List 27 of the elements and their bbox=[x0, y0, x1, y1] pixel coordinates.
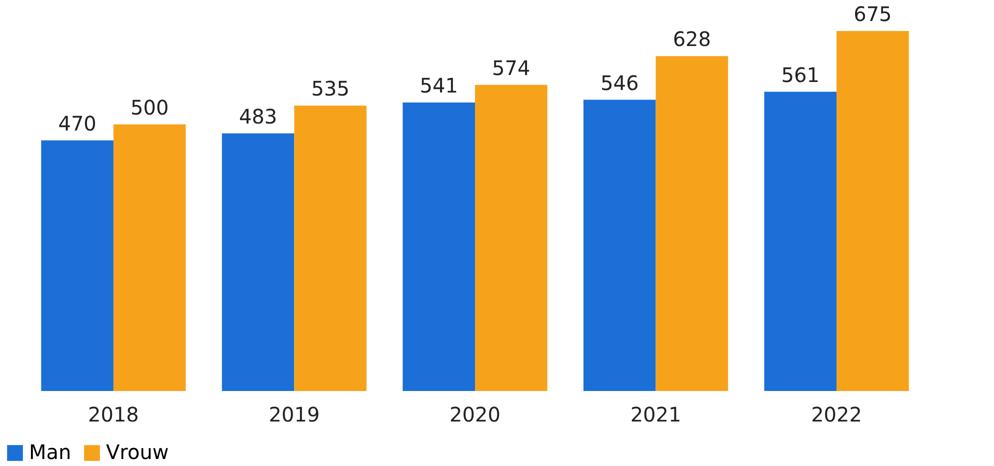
x-tick-label: 2018 bbox=[88, 402, 139, 426]
data-label: 541 bbox=[420, 73, 458, 98]
bar bbox=[656, 56, 728, 391]
data-label: 561 bbox=[781, 62, 820, 87]
bar bbox=[583, 100, 656, 391]
data-label: 500 bbox=[130, 95, 169, 120]
data-label: 574 bbox=[492, 56, 530, 80]
bar bbox=[836, 31, 909, 391]
data-label: 470 bbox=[58, 111, 96, 136]
bar bbox=[475, 84, 548, 391]
bar bbox=[222, 133, 294, 391]
bar bbox=[402, 102, 475, 391]
bar bbox=[764, 92, 837, 391]
x-tick-label: 2019 bbox=[268, 402, 320, 426]
data-label: 535 bbox=[311, 76, 350, 101]
x-tick-label: 2020 bbox=[450, 402, 500, 426]
legend-label: Man bbox=[29, 440, 72, 464]
data-label: 483 bbox=[238, 104, 278, 128]
x-tick-label: 2021 bbox=[630, 402, 682, 426]
data-label: 675 bbox=[854, 2, 892, 26]
bar bbox=[294, 106, 367, 391]
bar bbox=[41, 140, 114, 391]
data-label: 628 bbox=[672, 27, 712, 52]
legend-label: Vrouw bbox=[106, 440, 169, 464]
x-tick-label: 2022 bbox=[811, 402, 862, 426]
bar bbox=[113, 124, 186, 391]
data-label: 546 bbox=[600, 70, 639, 95]
